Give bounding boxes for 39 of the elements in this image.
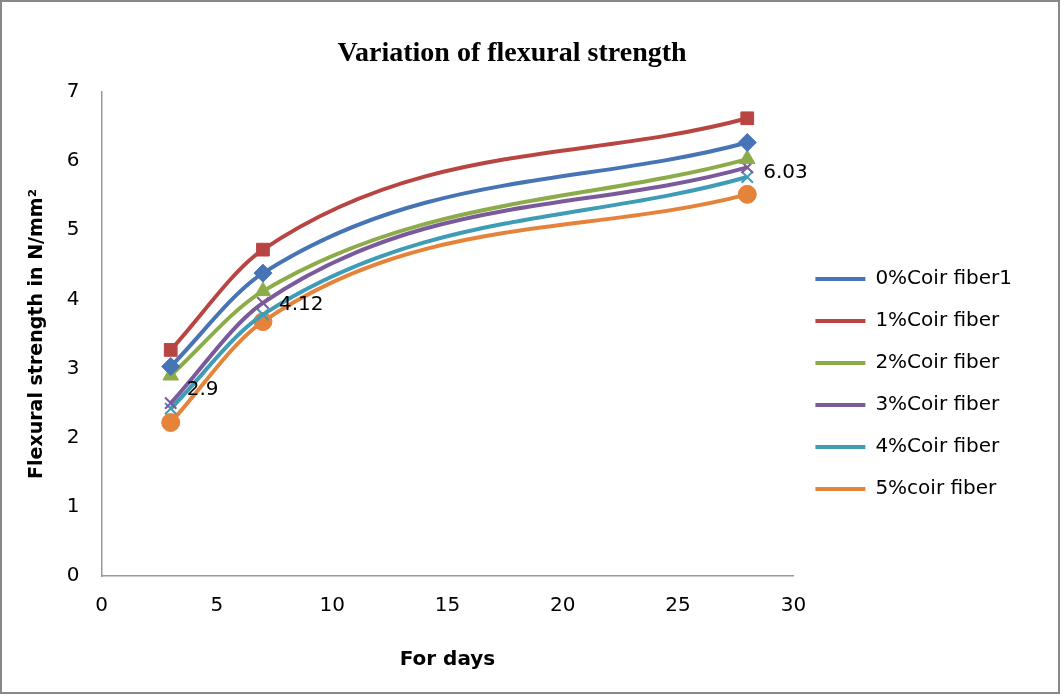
x-tick-label: 20 <box>550 592 576 617</box>
point <box>256 242 270 257</box>
x-tick-label: 30 <box>780 592 807 617</box>
x-tick-label: 25 <box>665 592 691 617</box>
legend-label: 1%Coir fiber <box>875 307 1001 332</box>
point <box>253 263 273 283</box>
y-tick-label: 5 <box>66 216 80 241</box>
legend-label: 5%coir fiber <box>875 475 998 500</box>
data-label: 6.03 <box>763 159 808 184</box>
y-tick-label: 0 <box>66 562 80 587</box>
point <box>737 184 757 204</box>
y-tick-label: 4 <box>66 285 80 310</box>
y-tick-label: 1 <box>66 493 80 518</box>
point <box>738 149 756 165</box>
point <box>164 402 178 416</box>
x-tick-label: 5 <box>210 592 224 617</box>
point <box>164 396 178 410</box>
point <box>256 307 270 322</box>
x-tick-label: 0 <box>95 592 108 617</box>
point <box>163 343 178 357</box>
x-tick-label: 15 <box>434 592 461 617</box>
point <box>740 170 754 184</box>
point <box>256 296 270 310</box>
y-tick-label: 2 <box>66 423 80 448</box>
point <box>737 132 757 152</box>
y-tick-label: 7 <box>66 78 80 103</box>
legend-label: 2%Coir fiber <box>875 349 1001 374</box>
y-axis-title: Flexural strength in N/mm² <box>24 189 47 479</box>
legend-label: 4%Coir fiber <box>875 433 1001 458</box>
legend-label: 3%Coir fiber <box>875 391 1001 416</box>
y-tick-label: 3 <box>66 354 80 379</box>
chart-title: Variation of flexural strength <box>336 36 688 68</box>
x-tick-label: 10 <box>319 592 345 617</box>
point <box>161 357 181 376</box>
point <box>740 111 755 126</box>
point <box>161 413 181 432</box>
y-tick-label: 6 <box>66 147 80 172</box>
legend-label: 0%Coir fiber1 <box>875 265 1013 290</box>
x-axis-title: For days <box>399 646 496 671</box>
